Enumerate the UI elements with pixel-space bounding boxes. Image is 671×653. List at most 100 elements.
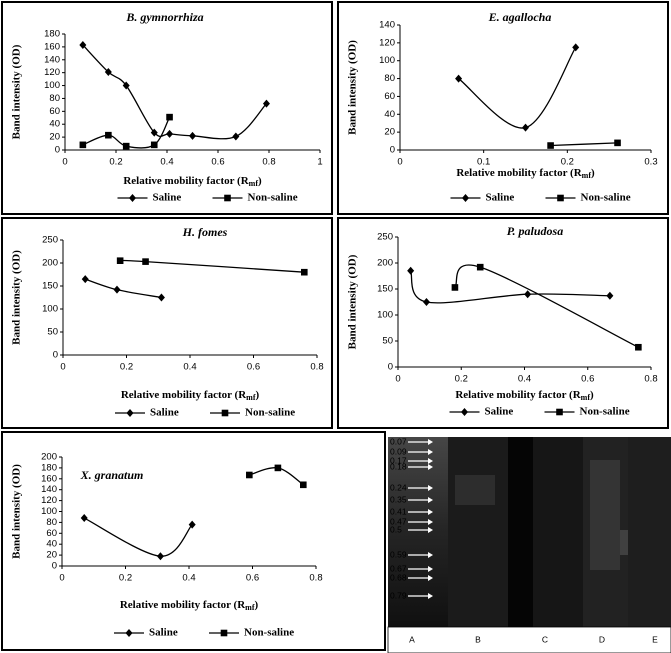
y-tick-label: 20 <box>46 550 57 561</box>
x-tick-label: 0.6 <box>246 573 259 584</box>
legend-label: Non-saline <box>580 406 630 418</box>
band-label: 0.47 <box>390 516 407 526</box>
series-line <box>83 517 193 557</box>
x-axis-label: Relative mobility factor (Rmf) <box>456 167 595 180</box>
x-tick-label: 0.2 <box>455 374 468 385</box>
band-label: 0.07 <box>390 436 407 446</box>
band-arrowhead <box>428 575 433 581</box>
y-tick-label: 200 <box>42 258 58 269</box>
x-tick-label: 0.8 <box>310 362 323 373</box>
marker-square <box>547 142 554 149</box>
y-tick-label: 180 <box>44 29 60 40</box>
marker-square <box>150 141 158 149</box>
marker-diamond <box>461 408 468 416</box>
marker-square <box>274 464 282 472</box>
band-arrowhead <box>428 566 433 572</box>
series-line <box>458 46 577 129</box>
lane-label: A <box>409 634 415 644</box>
y-tick-label: 80 <box>49 93 60 104</box>
chart-title: E. agallocha <box>488 10 552 24</box>
panel-border <box>337 1 669 215</box>
x-tick-label: 0.4 <box>182 573 195 584</box>
x-tick-label: 0.2 <box>119 573 132 584</box>
x-axis-label-part: Relative mobility factor (R <box>121 389 247 401</box>
marker-square <box>556 408 563 416</box>
x-axis-label-part: ) <box>258 175 262 187</box>
band-label: 0.59 <box>390 549 407 559</box>
x-tick-label: 0.3 <box>644 157 657 168</box>
marker-diamond <box>129 194 136 202</box>
y-tick-label: 100 <box>41 506 57 517</box>
chart-title: P. paludosa <box>507 224 563 238</box>
series-line <box>410 270 610 304</box>
lane-label: C <box>542 634 548 644</box>
panel-border <box>1 431 386 651</box>
y-axis-label: Band intensity (OD) <box>11 250 23 345</box>
marker-square <box>122 142 130 150</box>
y-tick-label: 0 <box>55 145 60 156</box>
y-tick-label: 120 <box>379 37 395 48</box>
marker-diamond <box>407 266 415 275</box>
y-tick-label: 40 <box>49 119 60 130</box>
marker-square <box>614 139 621 147</box>
band-arrowhead <box>428 552 433 558</box>
y-axis-label: Band intensity (OD) <box>347 254 359 349</box>
x-axis-label: Relative mobility factor (Rmf) <box>120 599 259 612</box>
x-tick-label: 0.8 <box>309 573 322 584</box>
chart-panel: P. paludosa 0 50 100 150 200 250 0 0.2 0.4 0.6 0.8 B… <box>337 217 669 429</box>
x-axis-label-part: Relative mobility factor (R <box>456 167 582 179</box>
x-tick-label: 0.2 <box>109 157 122 168</box>
lane-label: E <box>652 634 658 644</box>
band-arrowhead <box>428 458 433 464</box>
band-label: 0.18 <box>390 461 407 471</box>
marker-diamond <box>572 43 580 52</box>
y-tick-label: 50 <box>382 336 393 347</box>
marker-diamond <box>606 291 614 300</box>
y-tick-label: 20 <box>49 132 60 143</box>
marker-diamond <box>79 40 87 49</box>
band-label: 0.41 <box>390 506 407 516</box>
x-axis-label: Relative mobility factor (Rmf) <box>123 175 262 188</box>
band-arrowhead <box>428 485 433 491</box>
marker-diamond <box>189 131 196 140</box>
x-axis-label-part: ) <box>255 599 259 611</box>
x-tick-label: 0 <box>397 157 402 168</box>
band-label: 0.09 <box>390 446 407 456</box>
series-line <box>82 44 267 140</box>
legend-label: Saline <box>153 192 182 204</box>
marker-square <box>142 258 149 265</box>
x-axis-label-part: mf <box>249 179 259 188</box>
y-tick-label: 0 <box>388 362 393 373</box>
marker-diamond <box>522 123 529 132</box>
y-axis-label: Band intensity (OD) <box>11 464 23 559</box>
marker-square <box>79 141 87 149</box>
marker-diamond <box>422 298 430 306</box>
marker-diamond <box>166 129 174 138</box>
y-axis-label: Band intensity (OD) <box>11 44 23 139</box>
legend-label: Saline <box>149 627 178 639</box>
y-tick-label: 20 <box>384 127 395 138</box>
marker-diamond <box>232 132 240 141</box>
series-line <box>550 142 618 147</box>
y-tick-label: 100 <box>377 310 393 321</box>
x-tick-label: 0.1 <box>477 157 490 168</box>
x-tick-label: 0 <box>60 362 65 373</box>
band-label: 0.67 <box>390 563 407 573</box>
marker-diamond <box>80 514 88 523</box>
band-label: 0.79 <box>390 590 407 600</box>
band-label: 0.24 <box>390 482 407 492</box>
marker-square <box>635 343 642 351</box>
marker-square <box>246 471 253 479</box>
x-axis-label-part: mf <box>246 393 256 402</box>
x-tick-label: 0.2 <box>561 157 574 168</box>
x-axis-label: Relative mobility factor (Rmf) <box>455 389 594 402</box>
marker-diamond <box>122 81 130 90</box>
x-tick-label: 1 <box>317 157 322 168</box>
y-tick-label: 180 <box>41 462 57 473</box>
chart-panel: E. agallocha 0 20 40 60 80 100 120 140 0 0.1 0.2 0.3… <box>337 1 669 215</box>
marker-diamond <box>262 99 270 108</box>
y-tick-label: 200 <box>377 258 393 269</box>
x-tick-label: 0.6 <box>581 374 594 385</box>
